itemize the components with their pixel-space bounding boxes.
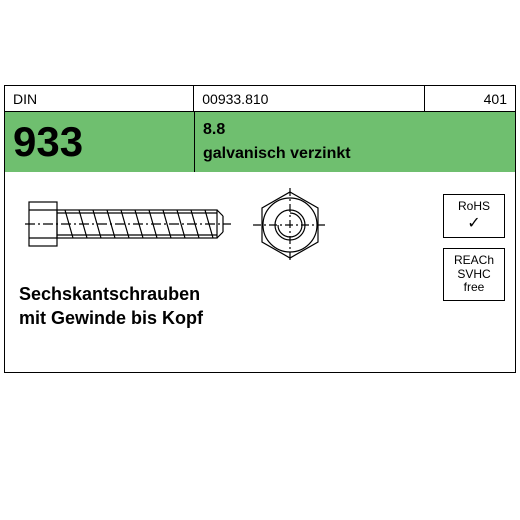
spec-card: DIN 00933.810 401 933 8.8 galvanisch ver… (4, 85, 516, 373)
reach-badge: REACh SVHC free (443, 248, 505, 301)
rohs-badge: RoHS ✓ (443, 194, 505, 238)
reach-l1: REACh (454, 254, 494, 268)
body-area: Sechskantschrauben mit Gewinde bis Kopf … (5, 172, 515, 372)
reach-l3: free (464, 281, 485, 295)
rohs-label: RoHS (458, 200, 490, 214)
din-number: 933 (5, 112, 195, 172)
right-code: 401 (425, 86, 515, 111)
desc-line1: Sechskantschrauben (19, 282, 203, 306)
din-label: DIN (5, 86, 194, 111)
finish: galvanisch verzinkt (203, 142, 507, 166)
desc-line2: mit Gewinde bis Kopf (19, 306, 203, 330)
compliance-badges: RoHS ✓ REACh SVHC free (443, 194, 505, 301)
green-band: 933 8.8 galvanisch verzinkt (5, 112, 515, 172)
bolt-front-icon (251, 186, 329, 264)
grade: 8.8 (203, 118, 507, 142)
bolt-side-icon (25, 186, 235, 262)
check-icon: ✓ (467, 216, 480, 232)
reach-l2: SVHC (457, 268, 490, 282)
spec-text: 8.8 galvanisch verzinkt (195, 112, 515, 172)
product-code: 00933.810 (194, 86, 425, 111)
description: Sechskantschrauben mit Gewinde bis Kopf (19, 282, 203, 331)
header-row: DIN 00933.810 401 (5, 86, 515, 112)
